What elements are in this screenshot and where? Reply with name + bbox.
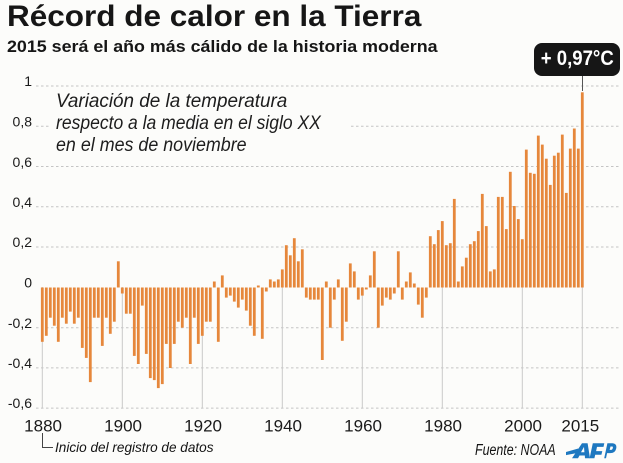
svg-text:0,6: 0,6 <box>13 154 33 170</box>
svg-text:2015: 2015 <box>561 417 599 436</box>
svg-text:0: 0 <box>24 275 32 291</box>
svg-text:1960: 1960 <box>344 417 382 436</box>
svg-text:1940: 1940 <box>264 417 302 436</box>
svg-text:0,4: 0,4 <box>13 194 33 210</box>
svg-text:0,8: 0,8 <box>13 114 33 130</box>
svg-text:-0,6: -0,6 <box>8 395 32 411</box>
svg-text:1900: 1900 <box>104 417 142 436</box>
svg-text:-0,2: -0,2 <box>8 315 32 331</box>
svg-text:1980: 1980 <box>424 417 462 436</box>
svg-text:1: 1 <box>24 73 32 89</box>
svg-text:2000: 2000 <box>504 417 542 436</box>
svg-text:1880: 1880 <box>24 417 62 436</box>
svg-text:0,2: 0,2 <box>13 234 33 250</box>
svg-text:1920: 1920 <box>184 417 222 436</box>
svg-text:-0,4: -0,4 <box>8 355 32 371</box>
